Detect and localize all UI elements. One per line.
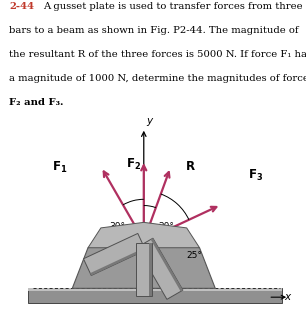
Text: $\mathbf{R}$: $\mathbf{R}$	[185, 160, 196, 173]
Text: 25°: 25°	[187, 251, 203, 260]
Polygon shape	[88, 222, 200, 248]
Polygon shape	[72, 232, 215, 288]
Bar	[28, 288, 282, 291]
Text: $\mathbf{F_1}$: $\mathbf{F_1}$	[52, 160, 68, 175]
Text: 20°: 20°	[158, 222, 174, 231]
Text: x: x	[284, 292, 290, 302]
Polygon shape	[151, 238, 183, 291]
Text: 30°: 30°	[109, 222, 125, 231]
Text: 2-44: 2-44	[9, 2, 34, 11]
FancyBboxPatch shape	[28, 288, 282, 303]
Polygon shape	[149, 243, 151, 296]
Text: y: y	[147, 116, 153, 126]
Text: bars to a beam as shown in Fig. P2-44. The magnitude of: bars to a beam as shown in Fig. P2-44. T…	[9, 26, 299, 35]
Text: A gusset plate is used to transfer forces from three: A gusset plate is used to transfer force…	[43, 2, 303, 11]
Text: F₂ and F₃.: F₂ and F₃.	[9, 98, 64, 107]
Text: $\mathbf{F_3}$: $\mathbf{F_3}$	[248, 168, 263, 183]
Text: a magnitude of 1000 N, determine the magnitudes of forces: a magnitude of 1000 N, determine the mag…	[9, 74, 306, 83]
Polygon shape	[136, 243, 151, 296]
Text: the resultant R of the three forces is 5000 N. If force F₁ has: the resultant R of the three forces is 5…	[9, 50, 306, 59]
Polygon shape	[90, 248, 146, 276]
Polygon shape	[137, 238, 183, 299]
Text: $\mathbf{F_2}$: $\mathbf{F_2}$	[126, 157, 141, 172]
Polygon shape	[84, 233, 146, 276]
